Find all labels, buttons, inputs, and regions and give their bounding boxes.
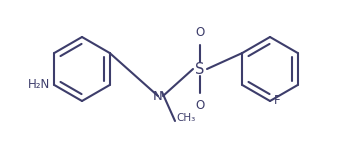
Text: S: S xyxy=(195,61,205,77)
Text: H₂N: H₂N xyxy=(28,79,50,92)
Text: CH₃: CH₃ xyxy=(176,113,195,123)
Text: O: O xyxy=(195,26,205,39)
Text: F: F xyxy=(274,95,281,108)
Text: O: O xyxy=(195,99,205,112)
Text: N: N xyxy=(153,90,163,103)
